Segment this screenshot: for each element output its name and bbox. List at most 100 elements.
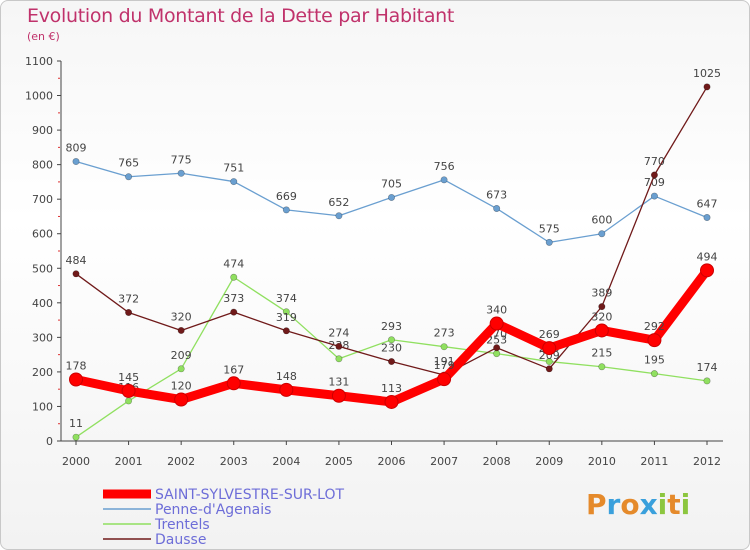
data-label: 389 [591,287,612,300]
x-tick-label: 2001 [115,455,143,468]
data-label: 575 [539,222,560,235]
x-tick-label: 2010 [588,455,616,468]
logo-letter: r [606,488,621,521]
data-label: 131 [328,376,349,389]
legend-label: Trentels [154,517,210,533]
y-tick-label: 300 [32,331,53,344]
logo-letter: o [620,488,640,521]
y-tick-label: 1000 [25,90,53,103]
logo-letter: i [680,488,691,521]
data-point [230,273,238,281]
data-label: 1025 [693,67,721,80]
data-label: 775 [171,153,192,166]
data-label: 253 [486,334,507,347]
data-point [72,433,80,441]
data-point [282,327,290,335]
data-point [545,238,553,246]
x-tick-label: 2012 [693,455,721,468]
y-tick-label: 400 [32,297,53,310]
x-tick-label: 2008 [483,455,511,468]
data-point [335,212,343,220]
data-label: 174 [697,361,718,374]
x-tick-label: 2000 [62,455,90,468]
data-label: 11 [69,417,83,430]
data-label: 669 [276,190,297,203]
data-label: 319 [276,311,297,324]
data-point [703,213,711,221]
x-tick-label: 2004 [272,455,300,468]
x-tick-label: 2007 [430,455,458,468]
legend-label: SAINT-SYLVESTRE-SUR-LOT [155,487,344,503]
legend-label: Penne-d'Agenais [155,502,271,518]
data-label: 484 [66,254,87,267]
data-point [650,370,658,378]
data-point [226,376,241,391]
data-label: 113 [381,382,402,395]
data-label: 292 [644,320,665,333]
data-label: 374 [276,292,297,305]
data-point [125,308,133,316]
data-point [72,158,80,166]
data-label: 293 [381,320,402,333]
data-label: 705 [381,177,402,190]
data-point [282,206,290,214]
data-label: 600 [591,214,612,227]
data-label: 273 [434,327,455,340]
chart-unit: (en €) [27,30,60,43]
data-label: 148 [276,370,297,383]
data-point [69,372,83,387]
data-point [703,377,711,385]
x-tick-label: 2002 [167,455,195,468]
logo-letter: P [586,488,607,521]
data-label: 269 [539,328,560,341]
data-point [387,193,395,201]
data-label: 195 [644,354,665,367]
logo-letter: x [639,488,658,521]
data-point [331,388,346,403]
data-point [489,316,504,331]
legend-label: Dausse [155,532,206,548]
data-point [594,323,609,338]
x-tick-label: 2011 [640,455,668,468]
logo-letter: t [667,488,681,521]
data-point [703,83,711,91]
data-label: 751 [223,162,244,175]
data-point [279,382,294,397]
data-point [230,308,238,316]
y-tick-label: 0 [46,435,53,448]
data-point [437,372,452,387]
data-point [650,171,658,179]
data-point [545,365,553,373]
x-tick-label: 2005 [325,455,353,468]
data-label: 320 [591,310,612,323]
y-tick-label: 600 [32,228,53,241]
data-label: 340 [486,304,507,317]
data-point [387,358,395,366]
data-point [700,263,714,278]
data-label: 320 [171,310,192,323]
data-point [125,173,133,181]
data-point [230,178,238,186]
data-point [647,333,662,348]
y-tick-label: 1100 [25,55,53,68]
series-line [75,160,708,244]
data-point [335,342,343,350]
data-point [493,344,501,352]
data-point [542,341,557,356]
data-point [335,355,343,363]
data-point [177,365,185,373]
data-label: 145 [118,371,139,384]
y-tick-label: 900 [32,124,53,137]
data-label: 652 [328,196,349,209]
y-tick-label: 800 [32,159,53,172]
data-label: 770 [644,155,665,168]
data-label: 215 [591,347,612,360]
x-tick-label: 2003 [220,455,248,468]
proxiti-logo: Proxiti [586,488,690,521]
data-point [72,270,80,278]
series-1: 809 765 775 751 669 652 705 756 673 575 600 709 647 [66,142,718,246]
data-point [177,326,185,334]
data-label: 191 [434,355,455,368]
